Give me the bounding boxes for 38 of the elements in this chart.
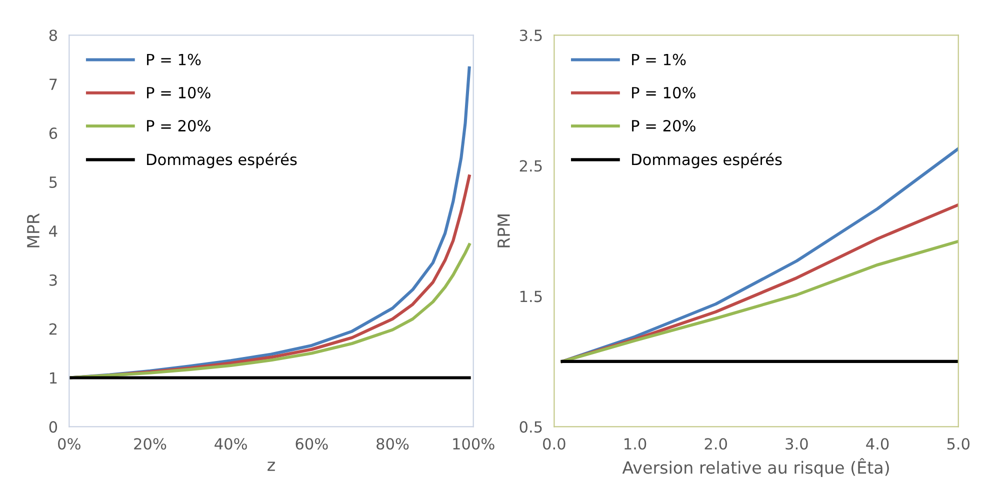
y-tick-label: 8: [49, 30, 58, 42]
legend-label: P = 1%: [632, 54, 686, 66]
x-tick-label: 2.0: [704, 438, 727, 450]
y-tick-label: 2: [49, 323, 57, 335]
x-axis-title: z: [268, 462, 275, 471]
y-axis-title: RPM: [498, 214, 510, 248]
y-tick-label: 5: [50, 176, 57, 188]
legend-label: Dommages espérés: [147, 152, 297, 168]
y-tick-label: 0: [49, 421, 58, 433]
x-tick-label: 20%: [134, 438, 166, 450]
x-tick-label: 100%: [453, 438, 494, 450]
x-tick-label: 0.0: [543, 438, 566, 450]
x-tick-label: 3.0: [786, 438, 808, 450]
y-tick-label: 0.5: [520, 421, 542, 433]
x-tick-label: 4.0: [866, 438, 889, 450]
x-tick-label: 1.0: [624, 438, 646, 450]
y-axis-title: MPR: [27, 213, 40, 248]
x-tick-label: 0%: [58, 438, 80, 450]
y-tick-label: 1.5: [520, 290, 542, 302]
x-axis-title: Aversion relative au risque (Êta): [622, 458, 889, 478]
y-tick-label: 3.5: [520, 30, 542, 42]
y-tick-label: 4: [49, 226, 58, 237]
y-tick-label: 2.5: [520, 160, 542, 172]
x-tick-label: 80%: [376, 438, 409, 450]
x-tick-label: 60%: [296, 438, 328, 450]
x-tick-label: 40%: [214, 438, 247, 450]
y-tick-label: 7: [50, 78, 57, 90]
legend-label: P = 10%: [147, 86, 210, 98]
legend-label: P = 20%: [632, 120, 696, 132]
legend-label: P = 10%: [632, 86, 696, 98]
legend-label: P = 20%: [147, 120, 210, 132]
y-tick-label: 1: [50, 372, 57, 384]
y-tick-label: 3: [49, 274, 57, 286]
y-tick-label: 6: [49, 127, 58, 140]
x-tick-label: 5.0: [947, 438, 970, 450]
legend-label: Dommages espérés: [632, 152, 782, 168]
line-series: [560, 240, 958, 363]
legend-label: P = 1%: [147, 54, 201, 66]
